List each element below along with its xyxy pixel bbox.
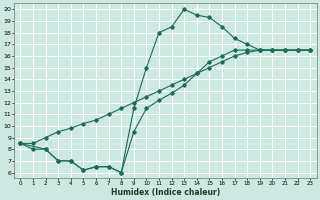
X-axis label: Humidex (Indice chaleur): Humidex (Indice chaleur): [111, 188, 220, 197]
